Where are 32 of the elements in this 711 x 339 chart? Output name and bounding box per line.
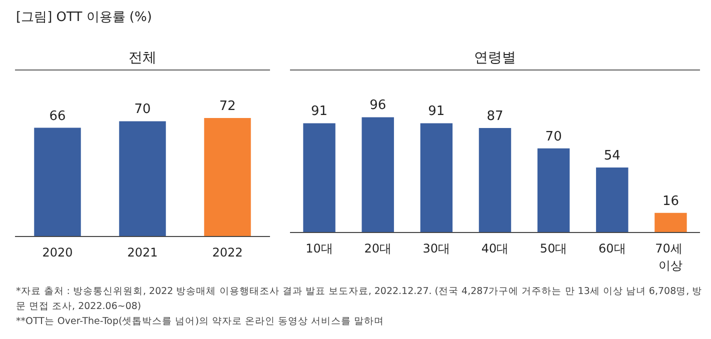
bar (420, 123, 453, 232)
x-tick-label: 40대 (481, 242, 509, 256)
text: *자료 출처 : 방송통신위원회, 2022 방송매체 이용행태조사 결과 발표 보도자료, 2022.12.27. (전국 4,287가구에 거주하는 만 13세 이상 남녀 6,708명, 방문 면접 조사, 2022.06~08) (16, 285, 704, 314)
x-tick-label: 20대 (364, 242, 392, 256)
x-tick-label: 60대 (598, 242, 626, 256)
bar (654, 212, 687, 232)
x-tick-label: 70세 이상 (655, 242, 686, 272)
data-label: 16 (662, 194, 679, 209)
data-label: 70 (134, 102, 151, 118)
bar (537, 148, 570, 232)
x-tick-label: 2021 (127, 246, 158, 260)
x-tick-label: 10대 (306, 242, 333, 256)
data-label: 91 (311, 104, 328, 120)
bar (303, 123, 336, 232)
data-label: 66 (49, 108, 66, 124)
data-label: 91 (428, 104, 445, 120)
data-label: 54 (604, 148, 620, 164)
data-label: 70 (545, 129, 562, 144)
data-label: 87 (486, 109, 504, 124)
chart-subtitle: 연령별 (474, 50, 516, 66)
x-tick-label: 2020 (42, 246, 73, 260)
bar (362, 117, 394, 232)
chart-title: [그림] OTT 이용률 (%) (16, 9, 152, 26)
bar (478, 128, 512, 232)
x-tick-label: 30대 (422, 242, 450, 256)
x-tick-label: 50대 (540, 242, 568, 256)
x-tick-label: 2022 (212, 246, 243, 260)
data-label: 96 (370, 98, 386, 114)
bar (596, 167, 628, 232)
text: **OTT는 Over-The-Top(셋톱박스를 넘어)의 약자로 온라인 동영상 서비스를 말하며 (16, 315, 386, 329)
data-label: 72 (219, 98, 236, 114)
chart-subtitle: 전체 (128, 50, 156, 66)
